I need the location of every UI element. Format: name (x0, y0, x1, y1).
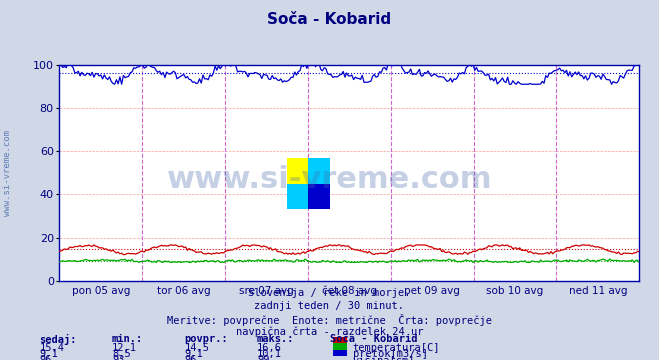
Text: pretok[m3/s]: pretok[m3/s] (353, 349, 428, 359)
Text: 9,1: 9,1 (185, 349, 203, 359)
Text: 14,5: 14,5 (185, 343, 210, 353)
Text: višina[cm]: višina[cm] (353, 355, 415, 360)
Text: Slovenija / reke in morje.: Slovenija / reke in morje. (248, 288, 411, 298)
Bar (333, 350, 347, 356)
Bar (308, 158, 330, 184)
Bar (333, 343, 347, 350)
Text: sedaj:: sedaj: (40, 334, 77, 345)
Text: Soča - Kobarid: Soča - Kobarid (330, 334, 417, 344)
Bar (308, 184, 330, 209)
Bar (287, 158, 308, 184)
Text: maks.:: maks.: (257, 334, 295, 344)
Text: 16,6: 16,6 (257, 343, 282, 353)
Text: 99: 99 (257, 355, 270, 360)
Text: Soča - Kobarid: Soča - Kobarid (268, 12, 391, 27)
Text: www.si-vreme.com: www.si-vreme.com (3, 130, 13, 216)
Text: min.:: min.: (112, 334, 143, 344)
Text: 12,1: 12,1 (112, 343, 137, 353)
Bar (287, 184, 308, 209)
Text: 9,1: 9,1 (40, 349, 58, 359)
Text: 96: 96 (185, 355, 197, 360)
Text: zadnji teden / 30 minut.: zadnji teden / 30 minut. (254, 301, 405, 311)
Bar (333, 337, 347, 344)
Text: 15,4: 15,4 (40, 343, 65, 353)
Text: temperatura[C]: temperatura[C] (353, 343, 440, 353)
Text: povpr.:: povpr.: (185, 334, 228, 344)
Text: 96: 96 (40, 355, 52, 360)
Text: 10,1: 10,1 (257, 349, 282, 359)
Text: www.si-vreme.com: www.si-vreme.com (167, 166, 492, 194)
Text: 93: 93 (112, 355, 125, 360)
Text: 8,5: 8,5 (112, 349, 130, 359)
Text: Meritve: povprečne  Enote: metrične  Črta: povprečje: Meritve: povprečne Enote: metrične Črta:… (167, 314, 492, 326)
Text: navpična črta - razdelek 24 ur: navpična črta - razdelek 24 ur (236, 327, 423, 337)
